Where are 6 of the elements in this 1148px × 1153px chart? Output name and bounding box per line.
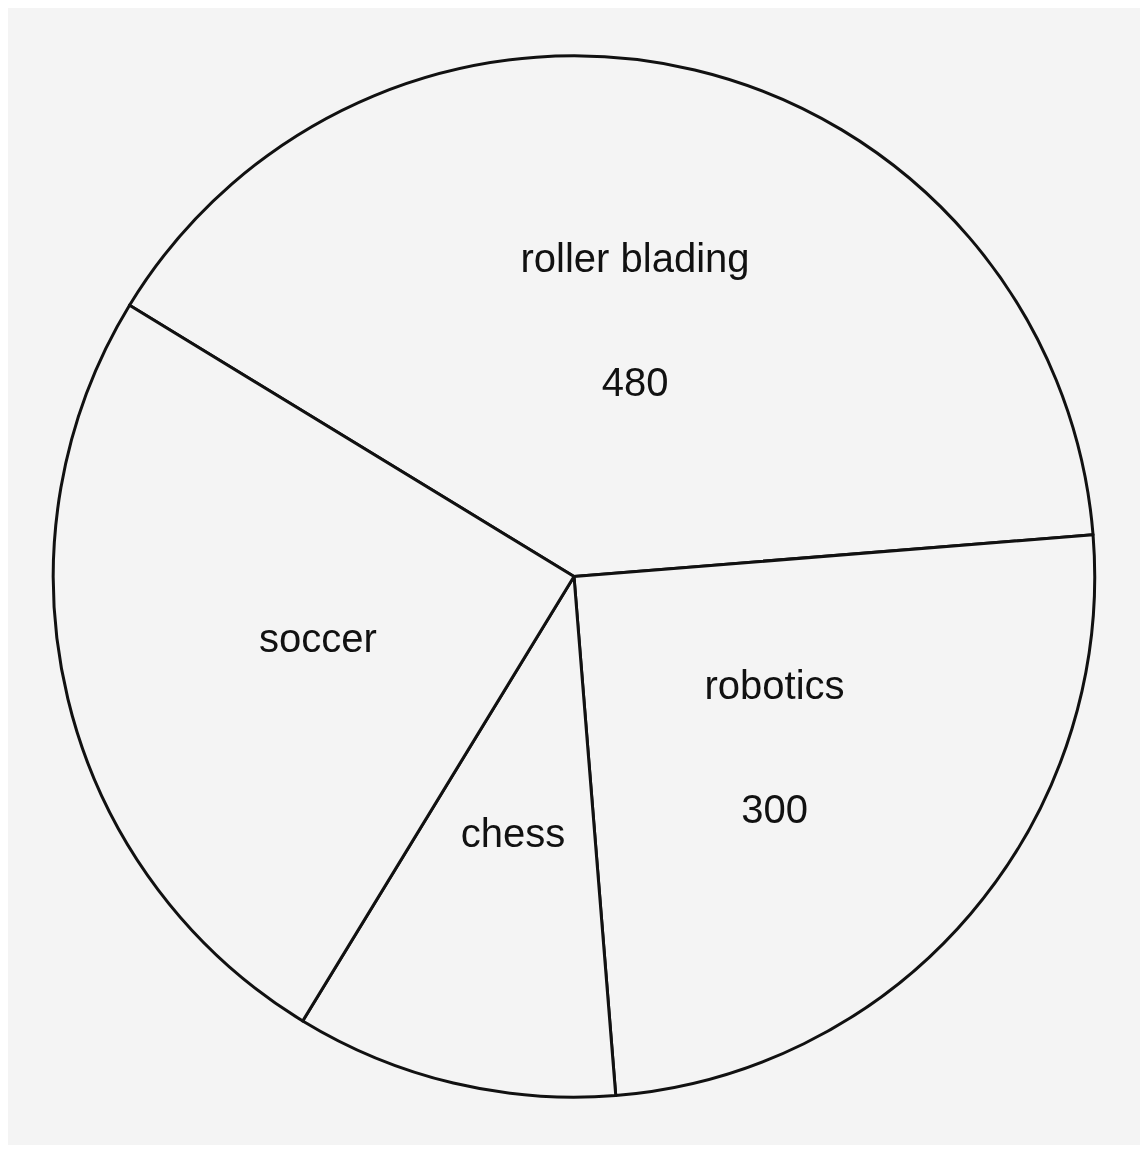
data-label: 300 [741,787,808,832]
data-label: 480 [601,360,669,405]
slice-label: soccer [259,616,377,661]
slice-label: roller blading [520,236,750,281]
slice-label: robotics [704,663,845,708]
slice-label: chess [460,810,566,855]
